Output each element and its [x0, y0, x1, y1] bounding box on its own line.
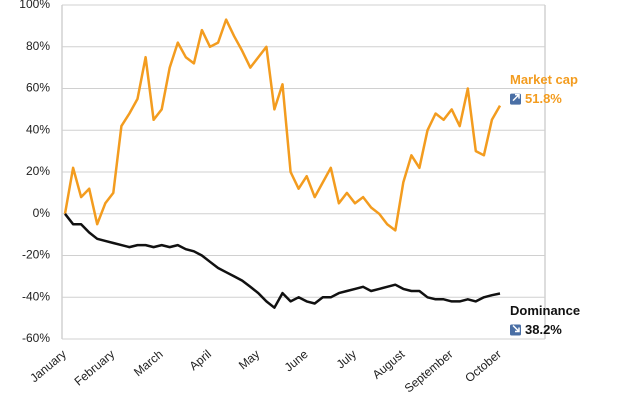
- icon-arrow: [512, 324, 520, 333]
- icon-box: [510, 324, 521, 336]
- x-tick-label: June: [282, 347, 311, 375]
- y-tick-label: 80%: [26, 39, 50, 53]
- y-tick-label: 60%: [26, 81, 50, 95]
- x-tick-label: April: [187, 347, 214, 373]
- x-tick-label: October: [462, 347, 504, 385]
- line-series: [63, 18, 502, 232]
- y-tick-label: -40%: [22, 289, 50, 303]
- x-tick-label: July: [334, 347, 359, 371]
- y-tick-label: 0%: [33, 206, 51, 220]
- change-icon: [510, 324, 521, 336]
- x-tick-label: August: [370, 347, 408, 382]
- icon-arrow: [512, 93, 520, 102]
- y-tick-label: -20%: [22, 248, 50, 262]
- x-tick-label: September: [402, 347, 456, 395]
- y-tick-label: 20%: [26, 164, 50, 178]
- change-icon: [510, 93, 521, 105]
- value-label: 51.8%: [525, 91, 562, 106]
- x-tick-label: March: [131, 347, 166, 379]
- series-label: Market cap: [510, 72, 578, 87]
- line-series: [64, 213, 501, 309]
- y-tick-label: -60%: [22, 331, 50, 345]
- y-tick-label: 40%: [26, 122, 50, 136]
- x-tick-label: February: [72, 347, 118, 389]
- x-tick-label: May: [236, 347, 262, 372]
- series-label: Dominance: [510, 303, 580, 318]
- value-label: 38.2%: [525, 322, 562, 337]
- x-tick-label: January: [27, 347, 69, 385]
- y-tick-label: 100%: [19, 0, 50, 11]
